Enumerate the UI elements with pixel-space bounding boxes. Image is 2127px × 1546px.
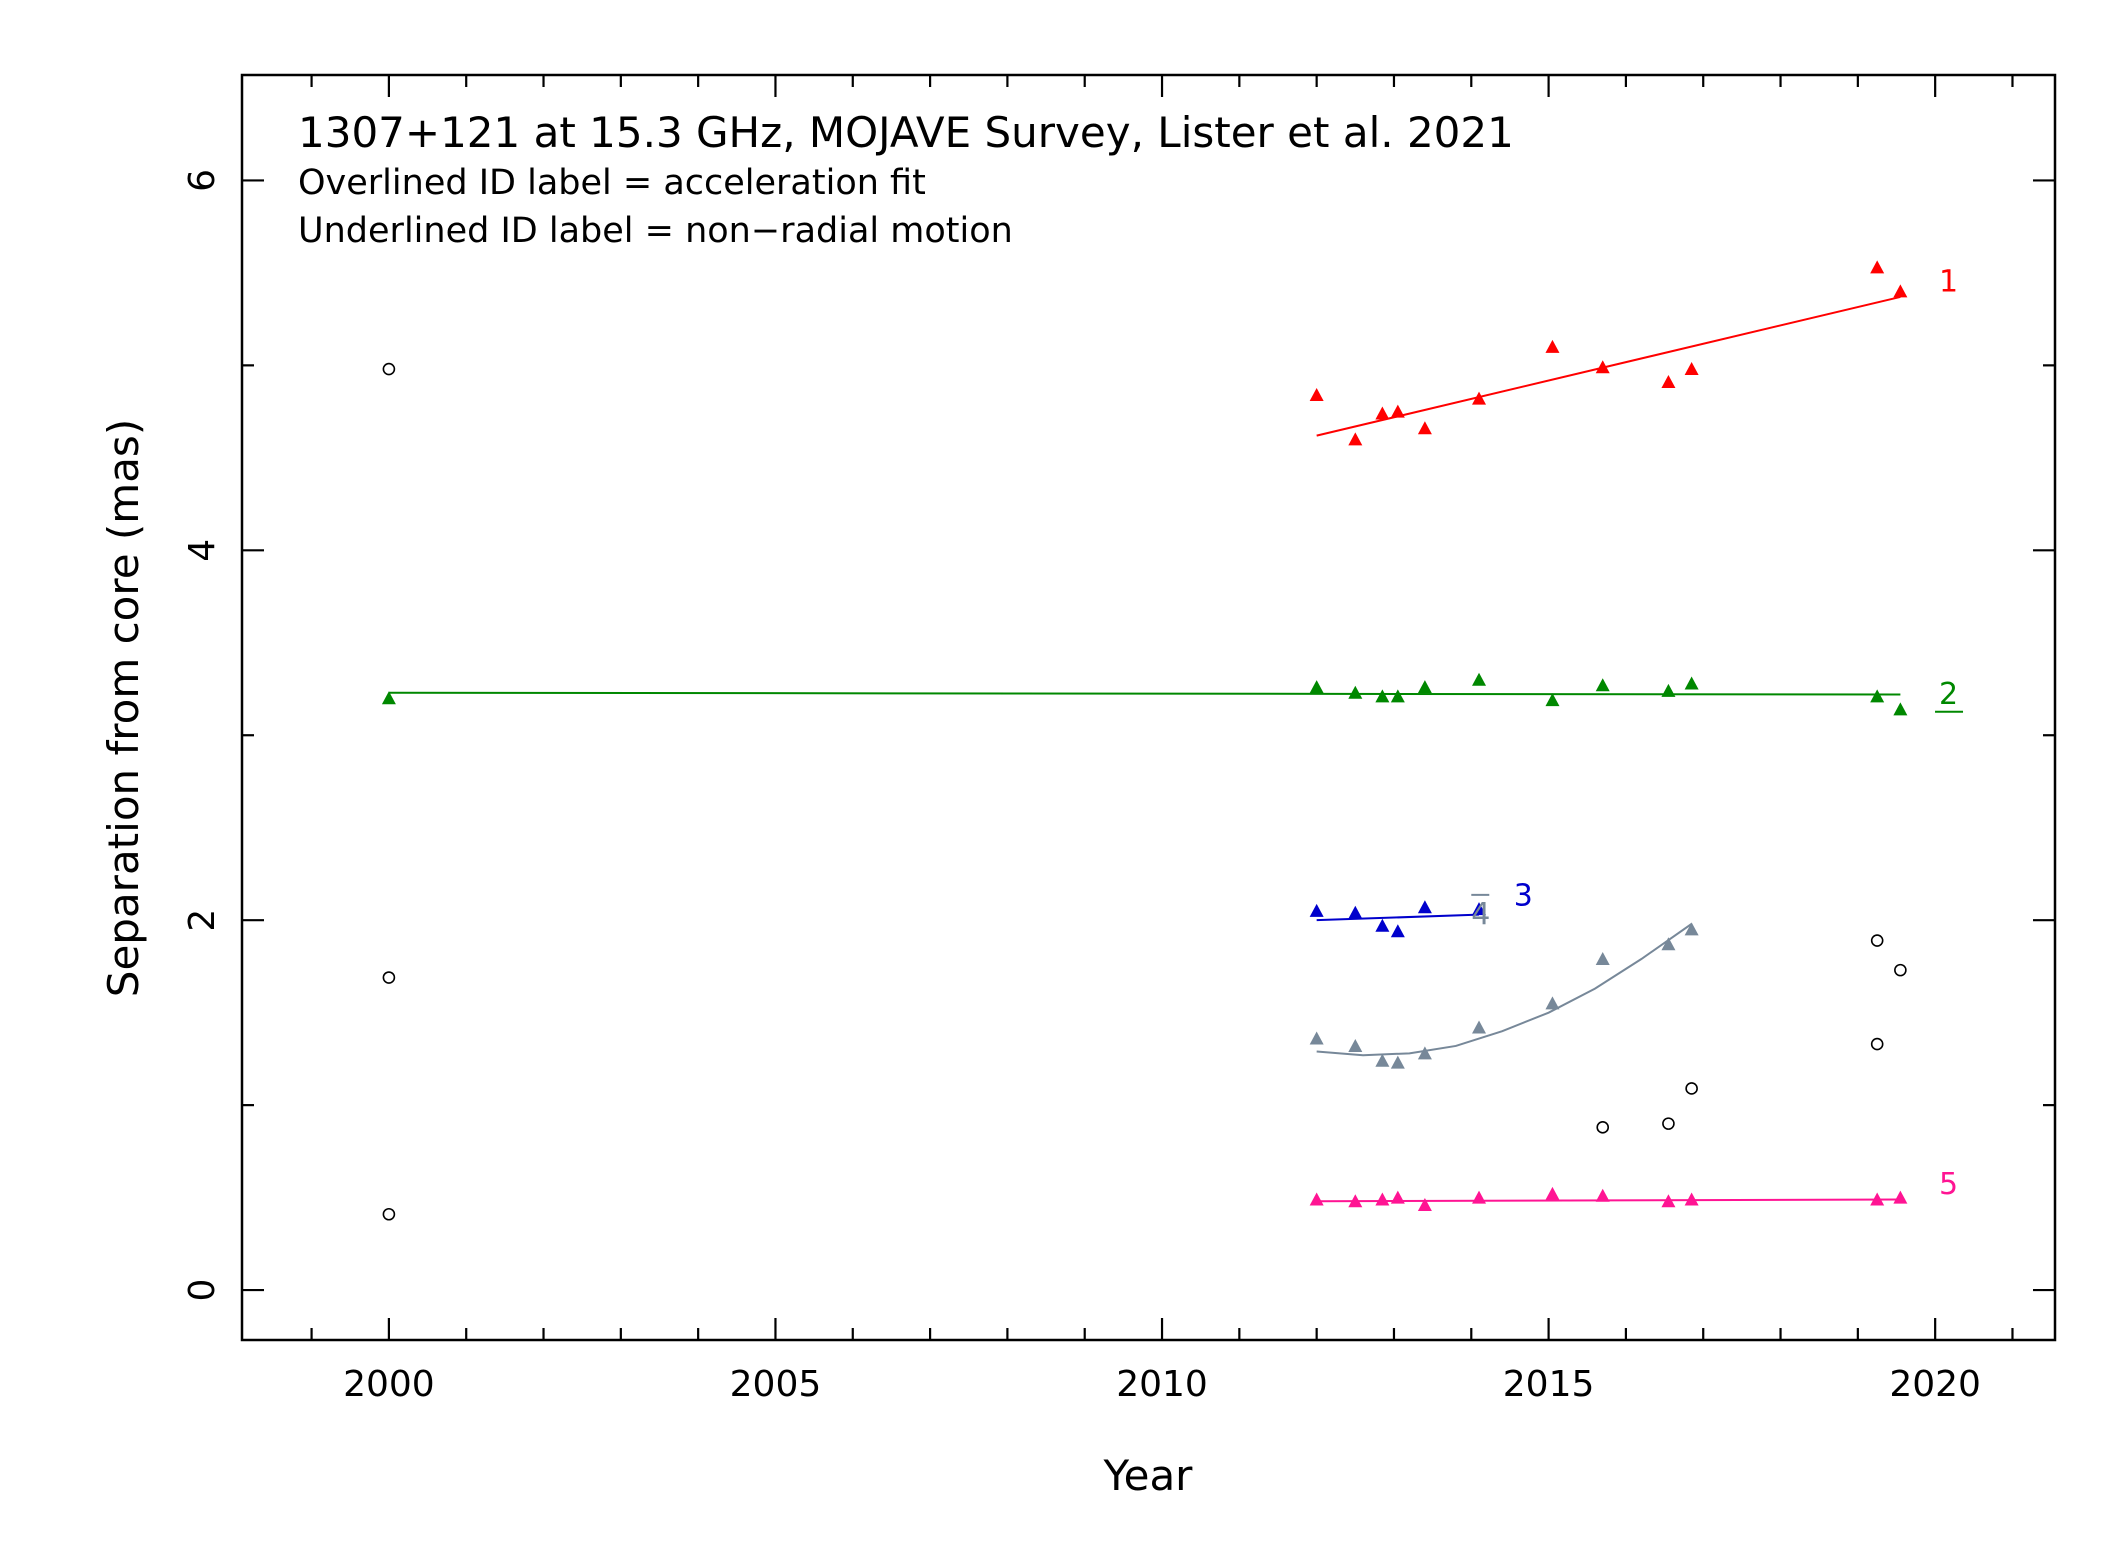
x-tick-label: 2000 (343, 1364, 435, 1405)
y-axis-label: Separation from core (mas) (99, 419, 148, 997)
fit-line-4 (1316, 923, 1693, 1057)
point-series-1 (1545, 339, 1560, 353)
point-series-2 (1595, 678, 1610, 692)
point-series-4 (1545, 996, 1560, 1010)
point-series-2 (1348, 685, 1363, 699)
series-label-3: 3 (1514, 878, 1533, 913)
point-series-5 (1417, 1197, 1432, 1211)
point-series-5 (1309, 1192, 1324, 1206)
point-series-3 (1417, 900, 1432, 914)
point-series-1 (1390, 404, 1405, 418)
point-series-3 (1375, 918, 1390, 932)
point-series-3 (1390, 924, 1405, 938)
point-series-4 (1417, 1046, 1432, 1060)
fit-line-3 (1316, 913, 1480, 922)
series-label-1: 1 (1939, 264, 1958, 299)
point-series-5 (1595, 1188, 1610, 1202)
point-unassociated (1894, 963, 1907, 977)
point-series-2 (1893, 702, 1908, 716)
x-tick-label: 2015 (1503, 1364, 1595, 1405)
fit-lines (388, 295, 1901, 1203)
point-series-1 (1417, 421, 1432, 435)
point-series-1 (1375, 406, 1390, 420)
x-tick-label: 2005 (730, 1364, 822, 1405)
plot-frame (240, 73, 2057, 1342)
point-series-4 (1684, 922, 1699, 936)
point-series-1 (1870, 260, 1885, 274)
point-series-4 (1472, 1020, 1487, 1034)
point-series-2 (1684, 676, 1699, 690)
point-series-1 (1595, 360, 1610, 374)
note-overline: Overlined ID label = acceleration fit (298, 163, 926, 203)
point-series-2 (1870, 689, 1885, 703)
point-unassociated (382, 971, 396, 984)
point-unassociated (1870, 934, 1884, 947)
series-label-5: 5 (1939, 1167, 1958, 1202)
point-series-1 (1661, 375, 1676, 389)
point-series-1 (1472, 391, 1487, 405)
point-series-5 (1893, 1190, 1908, 1204)
point-unassociated (1685, 1082, 1698, 1095)
y-tick-label: 4 (182, 539, 223, 562)
point-series-2 (1309, 680, 1324, 694)
point-unassociated (382, 362, 396, 376)
point-series-5 (1375, 1192, 1390, 1206)
note-underline: Underlined ID label = non−radial motion (298, 211, 1013, 251)
point-series-4 (1661, 937, 1676, 951)
point-series-2 (1417, 680, 1432, 694)
point-series-4 (1390, 1055, 1405, 1069)
component-labels: 1 2 34 5 (1471, 264, 1964, 1202)
point-series-2 (1661, 683, 1676, 697)
x-axis-label: Year (1103, 1451, 1194, 1500)
y-tick-labels: 0 2 4 6 (182, 169, 223, 1302)
point-series-5 (1348, 1194, 1363, 1208)
point-series-2 (1472, 672, 1487, 686)
y-tick-label: 0 (182, 1279, 223, 1302)
point-series-1 (1348, 432, 1363, 446)
fit-line-2 (388, 691, 1901, 696)
data-points (381, 260, 1908, 1221)
point-series-2 (1390, 689, 1405, 703)
point-series-2 (1545, 693, 1560, 707)
point-series-3 (1348, 905, 1363, 919)
point-series-4 (1595, 952, 1610, 966)
x-tick-label: 2020 (1889, 1364, 1981, 1405)
point-series-5 (1684, 1192, 1699, 1206)
axis-ticks (242, 75, 2055, 1340)
point-series-1 (1684, 362, 1699, 376)
point-series-4 (1348, 1038, 1363, 1052)
point-unassociated (1662, 1117, 1675, 1130)
point-unassociated (1596, 1121, 1610, 1134)
point-unassociated (1870, 1037, 1884, 1051)
point-series-1 (1893, 284, 1908, 298)
point-unassociated (382, 1207, 396, 1221)
y-tick-label: 6 (182, 169, 223, 192)
x-tick-labels: 2000 2005 2010 2015 2020 (343, 1364, 1981, 1405)
point-series-5 (1545, 1186, 1560, 1200)
point-series-3 (1309, 903, 1324, 917)
point-series-2 (1375, 689, 1390, 703)
point-series-5 (1870, 1192, 1885, 1206)
y-tick-label: 2 (182, 909, 223, 932)
point-series-1 (1309, 387, 1324, 401)
point-series-5 (1661, 1194, 1676, 1208)
series-label-2: 2 (1939, 677, 1958, 712)
point-series-5 (1390, 1190, 1405, 1204)
fit-line-1 (1316, 295, 1901, 437)
x-tick-label: 2010 (1116, 1364, 1208, 1405)
point-series-4 (1309, 1031, 1324, 1045)
point-series-5 (1472, 1190, 1487, 1204)
point-series-3 (1472, 902, 1487, 916)
series-label-4: 4 (1471, 897, 1490, 932)
chart-title: 1307+121 at 15.3 GHz, MOJAVE Survey, Lis… (298, 108, 1514, 157)
point-series-2 (381, 691, 396, 705)
point-series-4 (1375, 1053, 1390, 1067)
